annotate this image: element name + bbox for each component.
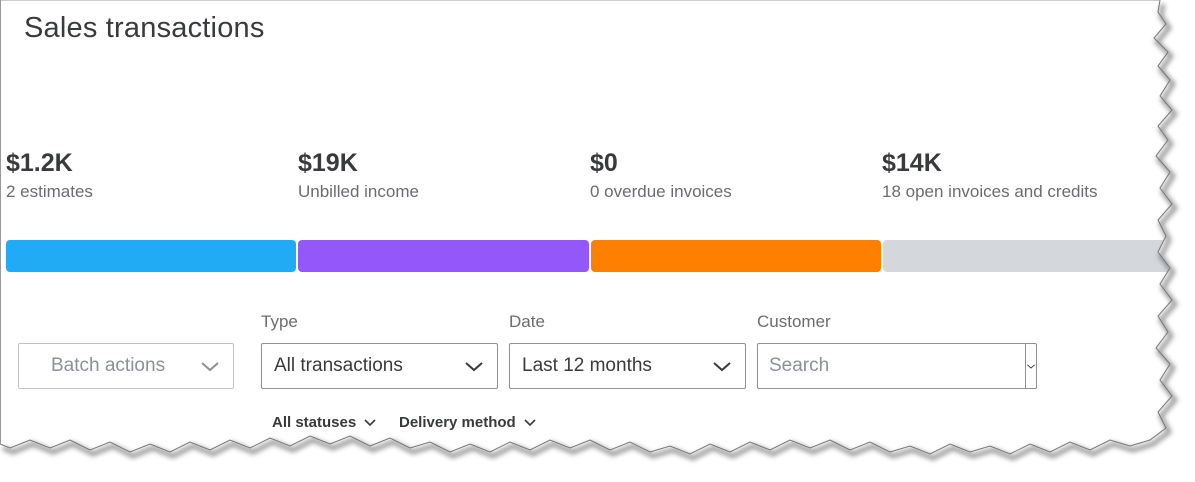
chevron-down-icon: [465, 362, 483, 372]
type-value: All transactions: [274, 355, 403, 376]
date-value: Last 12 months: [522, 355, 652, 376]
customer-label: Customer: [757, 312, 831, 331]
metric-open-invoices[interactable]: $14K 18 open invoices and credits: [882, 146, 1097, 204]
date-dropdown[interactable]: Last 12 months: [509, 343, 746, 389]
metric-amount: $1.2K: [6, 149, 73, 177]
chevron-down-icon: [201, 362, 219, 372]
chevron-down-icon: [713, 362, 731, 372]
metric-label: 0 overdue invoices: [590, 182, 732, 201]
metric-label: 2 estimates: [6, 182, 93, 201]
mouse-pointer-icon: [1165, 86, 1179, 107]
metric-label: Unbilled income: [298, 182, 419, 201]
chevron-down-icon: [524, 418, 536, 426]
metric-label: 18 open invoices and credits: [882, 182, 1098, 201]
money-bar-estimates[interactable]: [6, 240, 296, 272]
all-statuses-label: All statuses: [272, 414, 357, 431]
batch-actions-label: Batch actions: [51, 355, 166, 376]
metric-amount: $0: [590, 149, 618, 177]
customer-combobox: [757, 343, 1037, 389]
delivery-method-filter[interactable]: Delivery method: [399, 414, 536, 431]
date-label: Date: [509, 312, 545, 331]
type-dropdown[interactable]: All transactions: [261, 343, 498, 389]
chevron-down-icon: [1027, 364, 1035, 369]
page-title: Sales transactions: [24, 12, 265, 44]
money-bar-unbilled-income[interactable]: [298, 240, 589, 272]
type-label: Type: [261, 312, 298, 331]
metric-amount: $14K: [882, 149, 942, 177]
all-statuses-filter[interactable]: All statuses: [272, 414, 376, 431]
customer-search-input[interactable]: [758, 344, 1025, 388]
money-bar-overdue-invoices[interactable]: [591, 240, 881, 272]
metric-overdue-invoices[interactable]: $0 0 overdue invoices: [590, 146, 732, 204]
delivery-method-label: Delivery method: [399, 414, 516, 431]
customer-dropdown-toggle[interactable]: [1025, 344, 1036, 388]
metric-estimates[interactable]: $1.2K 2 estimates: [6, 146, 93, 204]
money-bar-open-invoices[interactable]: [883, 240, 1183, 272]
batch-actions-button[interactable]: Batch actions: [18, 343, 234, 389]
metric-unbilled-income[interactable]: $19K Unbilled income: [298, 146, 419, 204]
metric-amount: $19K: [298, 149, 358, 177]
chevron-down-icon: [364, 418, 376, 426]
